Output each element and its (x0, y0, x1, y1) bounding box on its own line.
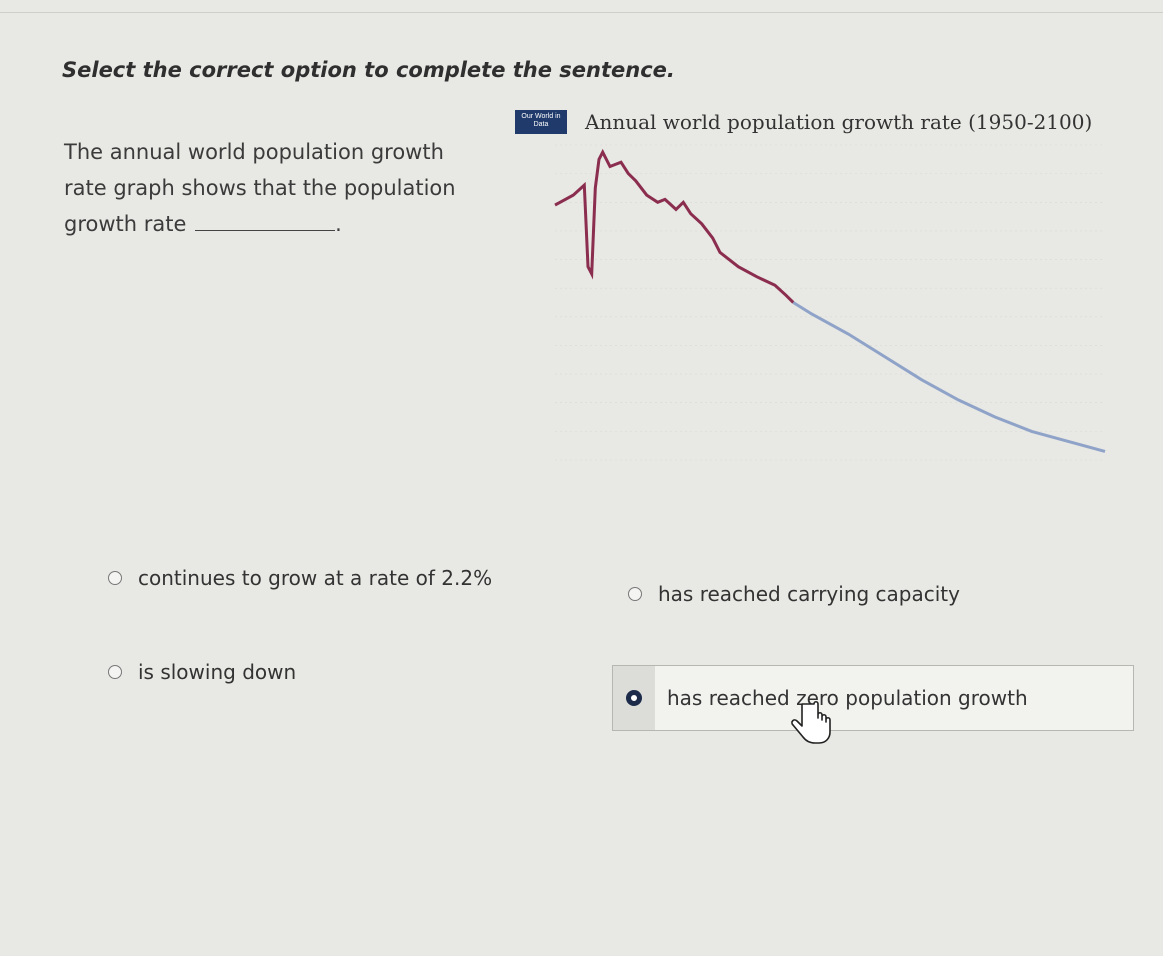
option-label: has reached carrying capacity (658, 582, 960, 606)
hand-pointer-icon (791, 700, 831, 744)
radio-icon[interactable] (108, 665, 122, 679)
question-stem: The annual world population growth rate … (64, 134, 464, 242)
answer-blank (195, 212, 336, 231)
option-label: has reached zero population growth (667, 686, 1028, 710)
selected-indicator (613, 666, 655, 730)
option-label: continues to grow at a rate of 2.2% (138, 566, 493, 590)
radio-icon[interactable] (108, 571, 122, 585)
option-continues-to-grow[interactable]: continues to grow at a rate of 2.2% (108, 566, 492, 590)
population-growth-chart: Our World in Data Annual world populatio… (505, 100, 1115, 530)
chart-gridlines (555, 144, 1105, 461)
stem-period: . (335, 212, 342, 236)
stem-text: The annual world population growth rate … (64, 140, 456, 236)
option-slowing-down[interactable]: is slowing down (108, 660, 296, 684)
question-prompt: Select the correct option to complete th… (62, 58, 675, 82)
chart-source-note (515, 496, 1105, 520)
top-divider (0, 12, 1163, 13)
our-world-in-data-logo: Our World in Data (515, 110, 567, 134)
historical-growth-line (554, 148, 795, 304)
chart-title: Annual world population growth rate (195… (585, 110, 1093, 134)
projected-growth-line (792, 301, 1106, 453)
radio-selected-icon[interactable] (626, 690, 642, 706)
chart-plot (554, 144, 1106, 461)
option-carrying-capacity[interactable]: has reached carrying capacity (628, 582, 960, 606)
option-zero-population-growth[interactable]: has reached zero population growth (612, 665, 1134, 731)
option-label: is slowing down (138, 660, 297, 684)
radio-icon[interactable] (628, 587, 642, 601)
